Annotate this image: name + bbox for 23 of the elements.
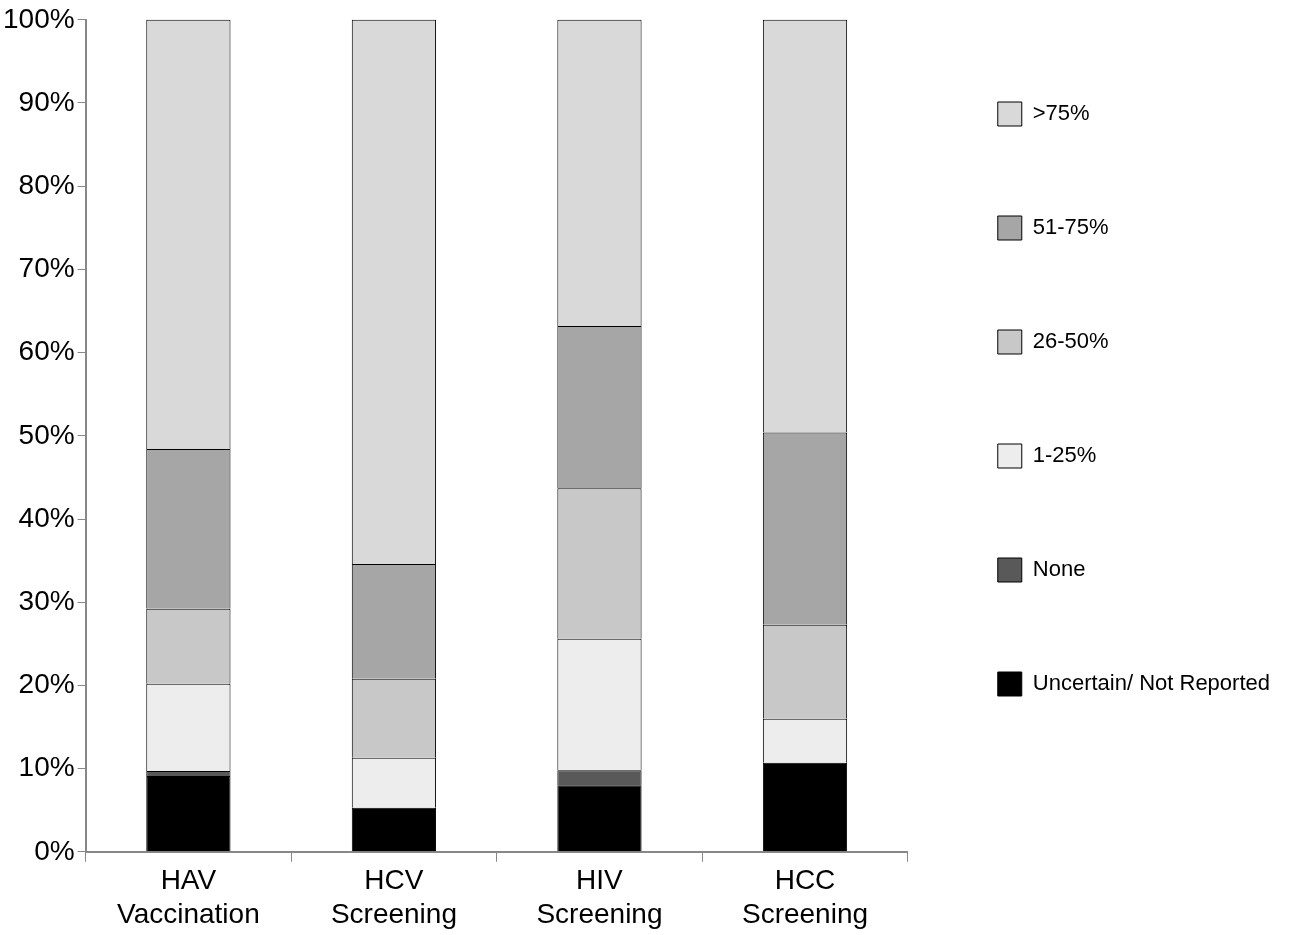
y-tick-label: 50% [18,418,75,450]
x-tick-label: HCV Screening [330,864,457,929]
legend-label: 26-50% [1032,328,1109,354]
x-tick-label: HIV Screening [536,864,663,929]
bar [557,785,642,852]
bar [146,776,231,852]
y-tick-label: 70% [18,252,75,284]
x-tick-label: HCC Screening [741,864,869,929]
y-tick-label: 10% [18,751,75,783]
legend-label: 1-25% [1032,442,1097,468]
y-tick-label: 40% [18,501,75,533]
legend-label: >75% [1032,100,1090,126]
y-tick-label: 20% [18,668,75,700]
y-tick-label: 60% [18,335,75,367]
y-tick-label: 80% [18,168,75,200]
legend-label: Uncertain/ Not Reported [1032,670,1270,696]
y-tick-label: 100% [2,2,75,34]
y-tick-label: 90% [18,85,75,117]
y-tick-label: 0% [34,834,75,866]
legend-label: None [1032,556,1086,582]
x-tick-label: HAV Vaccination [117,864,260,929]
legend-label: 51-75% [1032,214,1109,240]
y-tick-label: 30% [18,584,75,616]
